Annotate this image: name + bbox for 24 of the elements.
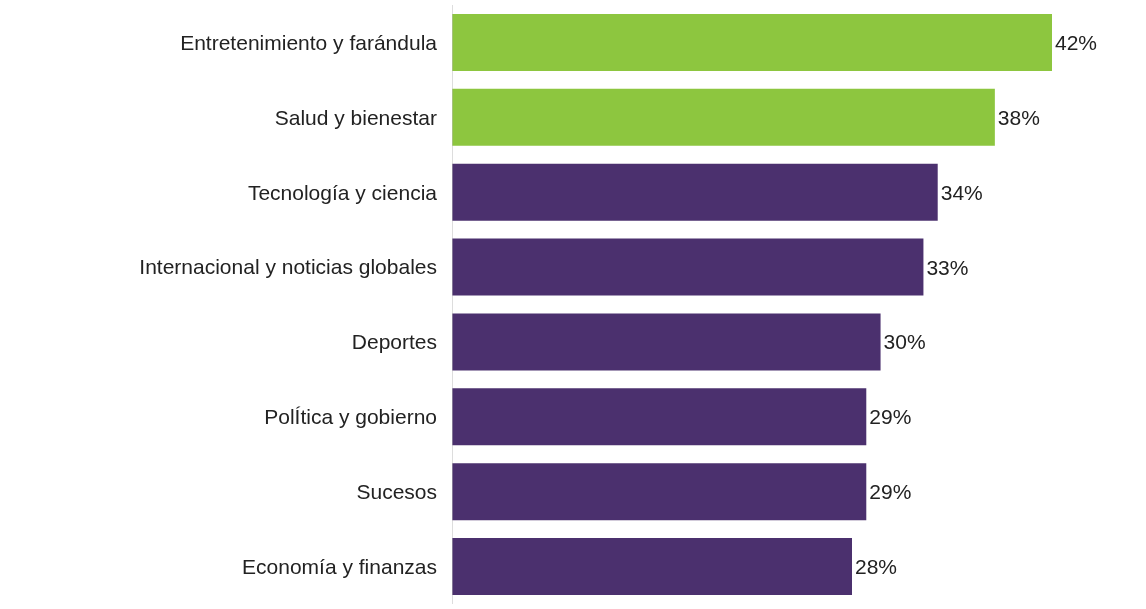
data-label: 38% [997, 105, 1040, 129]
y-tick-label: Sucesos [356, 480, 437, 504]
y-tick-label: Economía y finanzas [242, 554, 437, 578]
y-tick-label: Deportes [351, 330, 437, 354]
data-label: 42% [1055, 30, 1098, 54]
data-label: 34% [940, 180, 983, 204]
data-label: 29% [869, 480, 912, 504]
y-tick-label: PolÍtica y gobierno [264, 405, 437, 429]
data-label: 28% [855, 555, 898, 579]
bar [452, 538, 852, 596]
data-label: 33% [926, 255, 969, 279]
data-label: 30% [883, 330, 926, 354]
y-tick-label: Salud y bienestar [274, 105, 437, 129]
data-label: 29% [869, 405, 912, 429]
y-tick-label: Internacional y noticias globales [139, 255, 437, 279]
y-tick-label: Entretenimiento y farándula [180, 30, 438, 54]
bar [452, 163, 938, 221]
bar [452, 463, 867, 521]
bar [452, 13, 1052, 71]
bar [452, 238, 924, 296]
bar [452, 313, 881, 371]
bar [452, 88, 995, 146]
y-tick-label: Tecnología y ciencia [247, 180, 438, 204]
bar [452, 388, 867, 446]
